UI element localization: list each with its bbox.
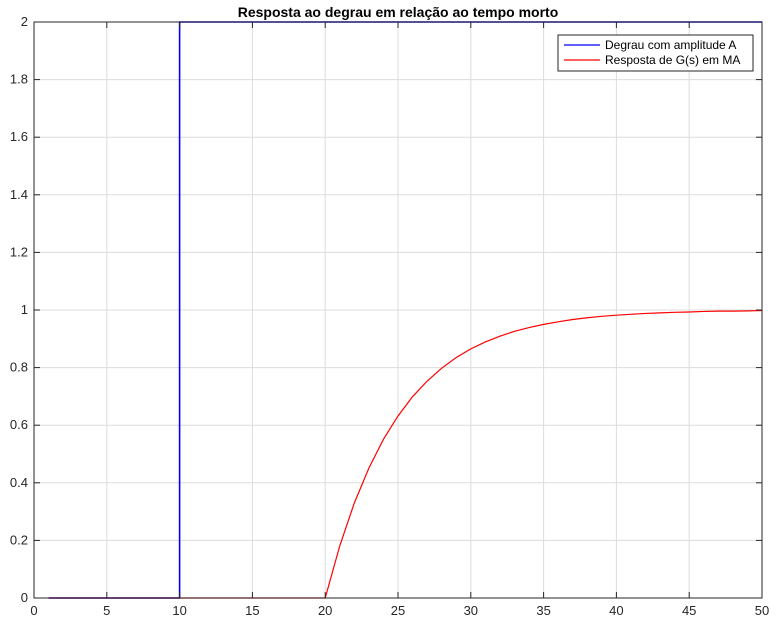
x-tick-label: 50 — [755, 603, 769, 618]
y-tick-label: 0.8 — [10, 360, 28, 375]
axis-ticks: 0 5 10 15 20 25 30 35 40 45 50 0 0.2 0.4 0.6 0.8 1 1.2 1.4… — [10, 14, 769, 618]
x-tick-label: 45 — [682, 603, 696, 618]
y-tick-label: 0 — [21, 590, 28, 605]
chart-title: Resposta ao degrau em relação ao tempo m… — [238, 4, 559, 20]
x-tick-label: 20 — [318, 603, 332, 618]
legend-box — [557, 34, 754, 72]
y-tick-label: 1 — [21, 302, 28, 317]
y-tick-label: 1.4 — [10, 187, 28, 202]
x-tick-label: 0 — [30, 603, 37, 618]
y-tick-label: 0.2 — [10, 532, 28, 547]
series-line-response — [48, 309, 763, 599]
y-tick-label: 0.6 — [10, 417, 28, 432]
x-tick-label: 35 — [536, 603, 550, 618]
y-tick-label: 0.4 — [10, 475, 28, 490]
x-tick-label: 30 — [464, 603, 478, 618]
legend-label: Resposta de G(s) em MA — [605, 53, 740, 67]
legend-label: Degrau com amplitude A — [605, 38, 736, 52]
y-tick-label: 1.8 — [10, 72, 28, 87]
x-tick-label: 40 — [609, 603, 623, 618]
x-tick-label: 5 — [103, 603, 110, 618]
x-tick-label: 10 — [172, 603, 186, 618]
y-tick-label: 1.6 — [10, 129, 28, 144]
y-tick-label: 2 — [21, 14, 28, 29]
x-tick-label: 15 — [245, 603, 259, 618]
y-tick-label: 1.2 — [10, 244, 28, 259]
x-tick-label: 25 — [391, 603, 405, 618]
